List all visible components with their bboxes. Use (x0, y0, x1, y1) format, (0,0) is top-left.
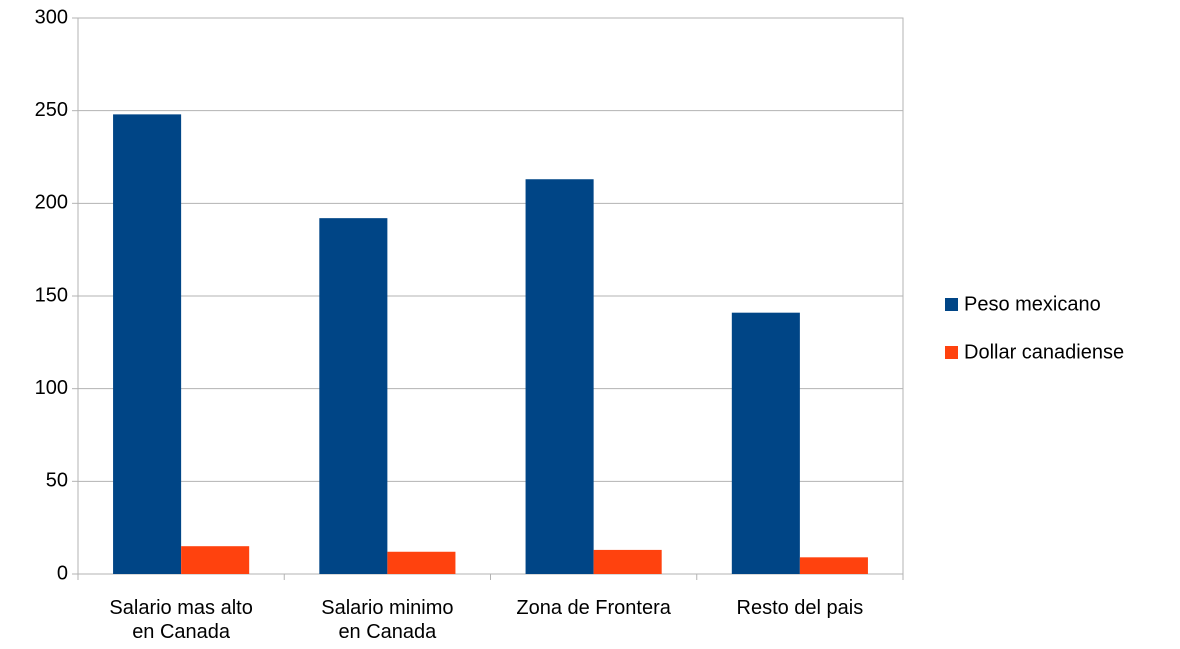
bar (593, 549, 662, 574)
legend-label: Dollar canadiense (964, 341, 1124, 363)
legend-swatch (945, 298, 958, 311)
y-tick-label: 100 (35, 377, 68, 399)
bar (799, 557, 868, 574)
y-tick-label: 150 (35, 284, 68, 306)
x-tick-label: Zona de Frontera (516, 597, 671, 619)
bar (113, 114, 182, 574)
y-tick-label: 0 (57, 562, 68, 584)
bar (181, 546, 250, 574)
y-tick-label: 300 (35, 6, 68, 28)
legend-label: Peso mexicano (964, 293, 1101, 315)
bar (731, 312, 800, 574)
x-tick-label: Salario minimo en Canada (321, 597, 454, 643)
bar (319, 218, 388, 574)
bar (525, 179, 594, 575)
y-tick-label: 50 (46, 470, 68, 492)
y-tick-label: 200 (35, 192, 68, 214)
legend-swatch (945, 346, 958, 359)
y-tick-label: 250 (35, 99, 68, 121)
bar (387, 551, 456, 574)
x-tick-label: Salario mas alto en Canada (109, 597, 253, 643)
x-tick-label: Resto del pais (736, 597, 864, 619)
